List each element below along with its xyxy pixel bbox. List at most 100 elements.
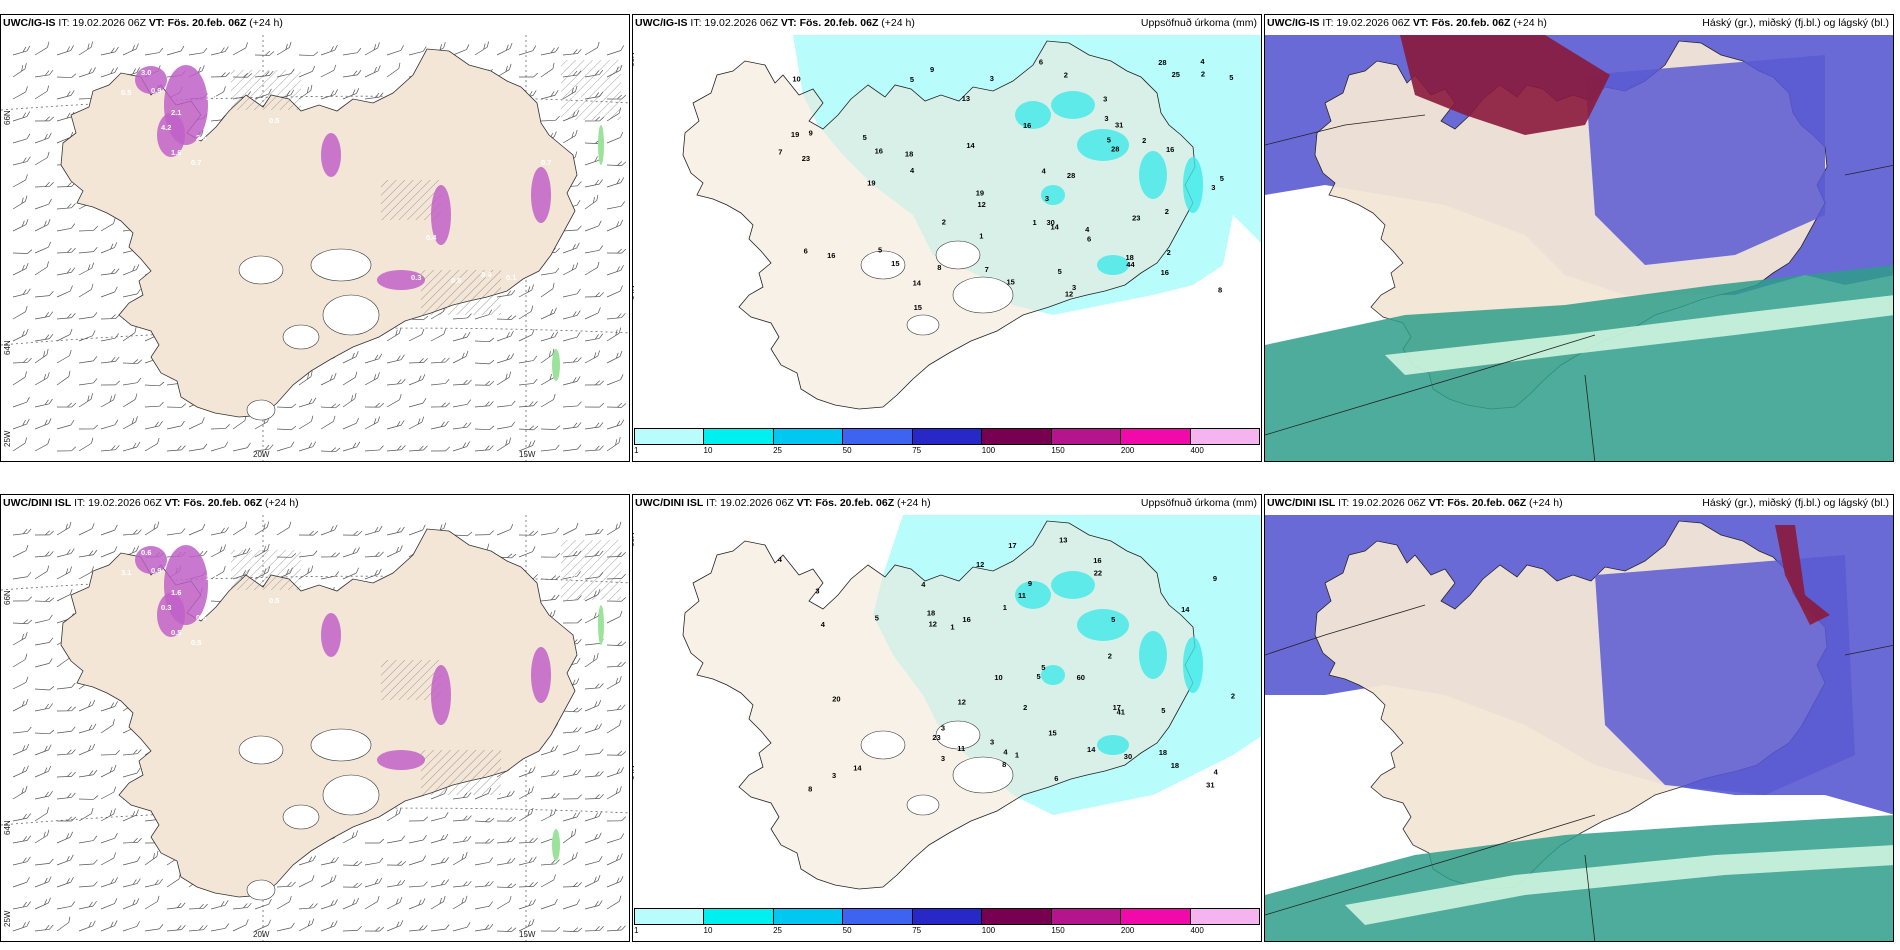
wind-barb [474,359,495,365]
precip-value-label: 14 [853,763,862,772]
wind-barb [34,614,53,624]
precip-value-label: 2 [1231,692,1235,701]
wind-barb [408,835,427,844]
wind-barb [56,349,72,364]
wind-barb [122,416,138,430]
precip-value-label: 3 [815,587,819,596]
precip-value-label: 8 [1218,285,1222,294]
precip-value-label: 3 [941,724,945,733]
wind-barb [584,832,602,844]
boundary-line [1584,854,1596,941]
wind-barb [276,896,292,910]
wind-barb [364,568,382,580]
precip-value-label: 4 [1200,57,1205,66]
wind-barb [100,268,120,276]
wind-barb [12,263,29,276]
wind-barb [408,374,426,386]
legend-tick-label: 10 [703,446,713,455]
legend-tick-label: 200 [1120,926,1135,935]
wind-barb [56,771,76,778]
wind-barb [386,445,406,452]
wind-barb [606,853,623,866]
legend-swatch [843,429,913,444]
lat-66-label: 66N [3,110,12,125]
wind-barb [408,881,428,888]
precip-value-label: 19 [791,130,799,139]
wind-barb [540,47,559,56]
precip-value-label: 30 [1047,218,1055,227]
precip-value-label: 23 [802,154,810,163]
precip-value-label: 23 [932,733,940,742]
wind-barb [12,45,31,56]
glacier [310,728,372,762]
wind-barb [56,916,71,932]
wind-barb [78,424,99,430]
glacier [860,250,906,280]
wind-barb [452,44,470,56]
precip-value-label: 15 [891,259,899,268]
wind-barb [496,895,512,910]
panel-header: UWC/IG-IS IT: 19.02.2026 06Z VT: Fös. 20… [635,17,1257,33]
wind-barb [606,876,624,888]
precip-value-label: 1 [1015,750,1019,759]
wind-barb [364,416,380,430]
wind-barb [518,72,539,78]
snow-area [377,750,425,770]
wind-barb [12,305,28,320]
glacier [246,879,276,901]
precip-value-label: 15 [1048,728,1056,737]
wind-barb [56,223,76,232]
wind-barb [584,811,603,822]
legend-bar [634,428,1260,445]
wind-barb [56,901,76,910]
wind-barb [474,838,495,844]
precip-value-label: 2 [942,217,946,226]
wind-barb [254,444,274,452]
wind-barb [56,90,75,100]
wind-barb [78,226,98,232]
precip-value-label: 1 [979,232,983,241]
wind-barb [210,424,230,430]
wind-barb [210,900,229,910]
wind-barb [210,527,229,536]
panel-ig-precip: UWC/IG-IS IT: 19.02.2026 06Z VT: Fös. 20… [632,14,1262,462]
wind-barb [254,51,275,56]
legend-swatch [773,909,844,924]
legend-swatch [912,429,983,444]
wind-barb [78,393,93,408]
wind-barb [364,857,384,866]
wind-barb [540,90,559,100]
precip-value-label: 5 [1041,663,1045,672]
wind-barb [56,816,77,822]
wind-barb [122,393,138,408]
precip-value-label: 4 [778,555,783,564]
wind-barb [540,348,555,364]
wind-barb [562,129,578,144]
wind-barb [232,902,252,910]
wind-barb [518,837,538,844]
wind-barb [518,786,534,800]
glacier [238,255,284,285]
precip-value-label: 16 [1166,145,1174,154]
wind-barb [606,374,624,386]
precip-value-label: 18 [927,609,935,618]
snow-value-label: 2.2 [206,573,216,582]
wind-barb [100,445,120,452]
wind-barb [518,899,536,910]
wind-barb [518,766,536,778]
wind-barb [34,686,55,691]
precip-value-label: 4 [1085,225,1090,234]
wind-barb [78,900,97,910]
wind-barb [34,565,50,580]
panel-header: UWC/DINI ISL IT: 19.02.2026 06Z VT: Fös.… [3,497,625,513]
wind-barb [12,218,29,232]
precip-value-label: 12 [1065,289,1073,298]
wind-barb [496,437,512,452]
legend-tick-label: 50 [842,446,852,455]
snow-area [157,593,185,637]
wind-barb [298,441,317,452]
wind-barb [584,926,604,932]
lead-time: (+24 h) [1529,497,1563,509]
wind-barb [122,767,141,778]
wind-barb [496,371,512,386]
